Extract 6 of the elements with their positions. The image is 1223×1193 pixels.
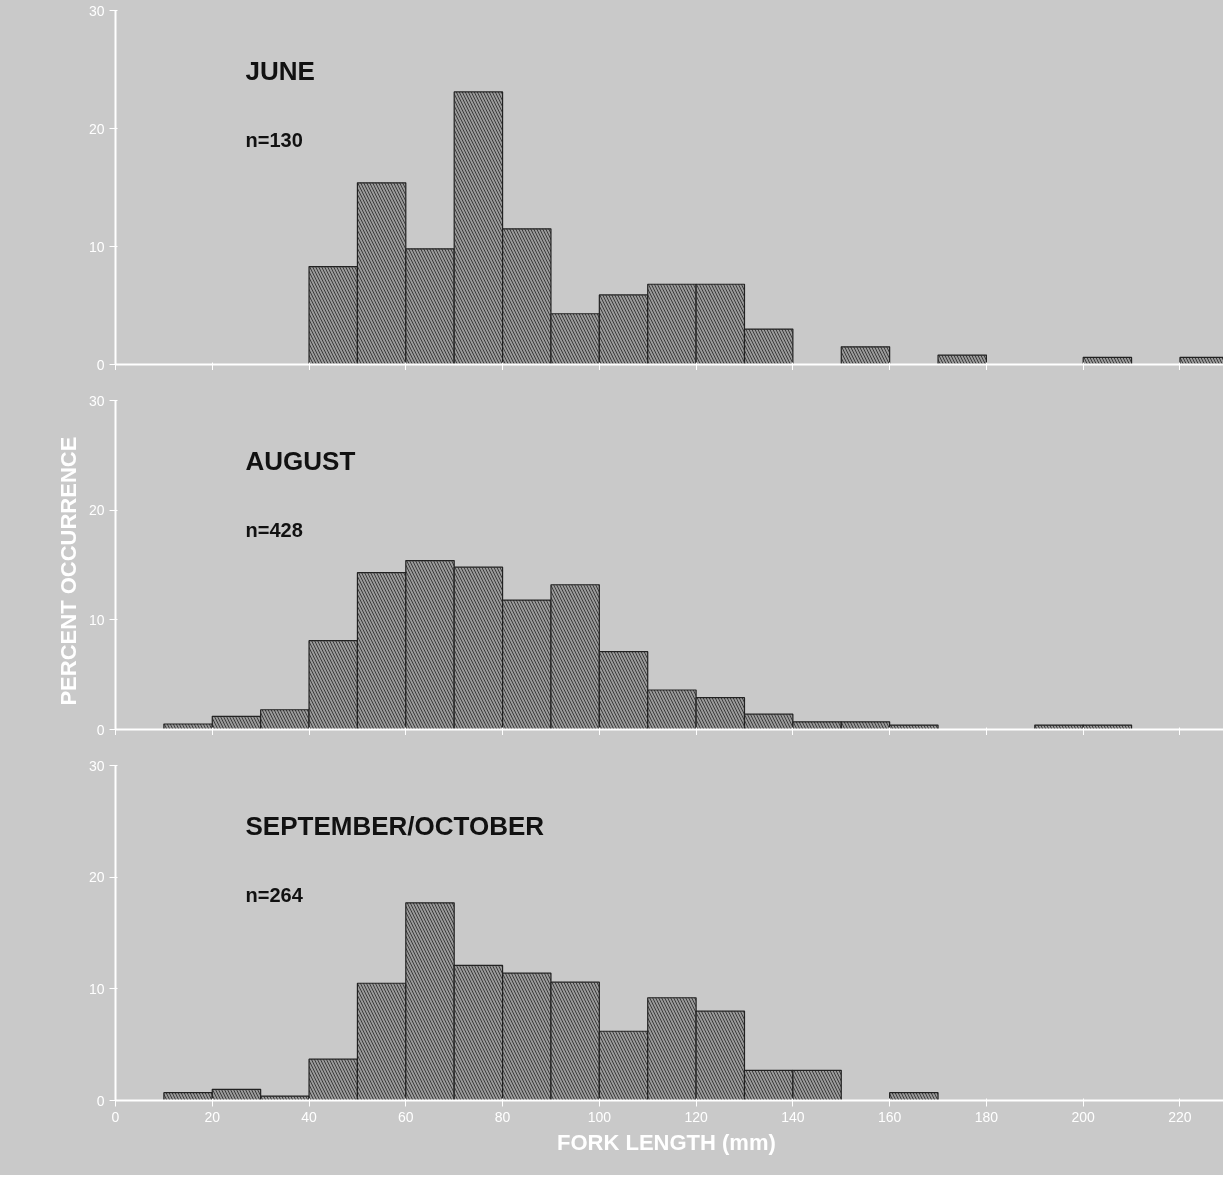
text: JUNE (245, 55, 315, 86)
text: n=428 (245, 518, 303, 541)
text: SEPTEMBER/OCTOBER (245, 810, 545, 841)
text: n=264 (245, 883, 304, 906)
text: AUGUST (245, 445, 356, 476)
text: n=130 (245, 128, 303, 151)
